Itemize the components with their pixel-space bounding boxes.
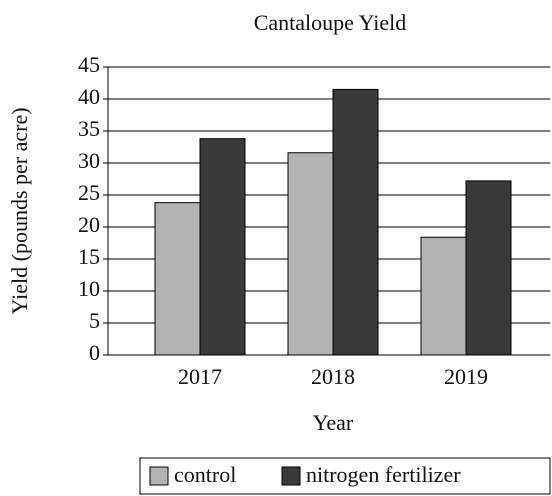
legend-swatch	[149, 466, 169, 486]
x-tick-label: 2018	[311, 364, 355, 389]
bar	[420, 236, 467, 356]
y-tick-label: 45	[78, 52, 100, 77]
y-tick-label: 20	[78, 212, 100, 237]
legend-label: nitrogen fertilizer	[306, 462, 461, 487]
x-tick-label: 2019	[444, 364, 488, 389]
bar	[332, 88, 379, 356]
x-tick-label: 2017	[178, 364, 222, 389]
y-tick-label: 30	[78, 148, 100, 173]
y-tick-label: 15	[78, 244, 100, 269]
y-tick-label: 0	[89, 340, 100, 365]
y-tick-label: 35	[78, 116, 100, 141]
bar	[465, 180, 512, 356]
y-tick-label: 25	[78, 180, 100, 205]
bar	[287, 152, 334, 356]
y-axis-label: Yield (pounds per acre)	[7, 107, 32, 314]
y-tick-label: 10	[78, 276, 100, 301]
legend-label: control	[174, 462, 236, 487]
y-tick-label: 5	[89, 308, 100, 333]
y-tick-label: 40	[78, 84, 100, 109]
legend-box	[139, 457, 551, 495]
x-axis-label: Year	[313, 410, 354, 435]
chart-title: Cantaloupe Yield	[254, 10, 407, 35]
legend-swatch	[281, 466, 301, 486]
bar	[199, 138, 246, 356]
bar	[154, 202, 201, 356]
